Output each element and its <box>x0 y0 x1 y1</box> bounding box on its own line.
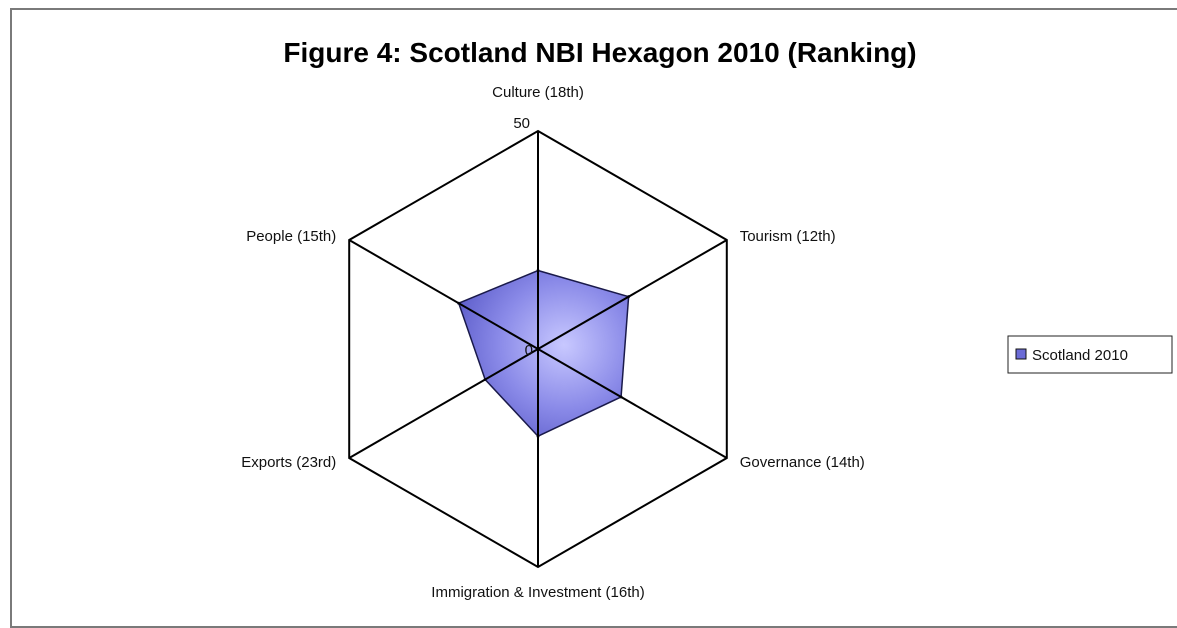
axis-labels: Culture (18th) Tourism (12th) Governance (… <box>241 84 865 601</box>
category-label: Governance (14th) <box>740 454 865 471</box>
spoke-line <box>348 239 539 350</box>
category-label: Tourism (12th) <box>740 228 836 245</box>
radar-spokes <box>348 131 728 567</box>
tick-label-zero: 0 <box>525 342 533 359</box>
category-label: People (15th) <box>246 228 336 245</box>
legend-box <box>1007 335 1173 374</box>
category-label: Immigration & Investment (16th) <box>431 584 644 601</box>
spoke-line <box>537 348 728 459</box>
spoke-line <box>348 348 539 459</box>
legend: Scotland 2010 <box>1007 335 1173 374</box>
tick-label-max: 50 <box>513 115 530 132</box>
radial-ticks: 50 0 <box>513 115 533 359</box>
category-label: Exports (23rd) <box>241 454 336 471</box>
category-label: Culture (18th) <box>492 84 584 101</box>
radar-chart: Figure 4: Scotland NBI Hexagon 2010 (Ran… <box>241 37 1173 601</box>
legend-swatch <box>1015 348 1027 360</box>
chart-title: Figure 4: Scotland NBI Hexagon 2010 (Ran… <box>283 37 916 68</box>
legend-label: Scotland 2010 <box>1032 347 1128 364</box>
spoke-line <box>537 239 728 350</box>
